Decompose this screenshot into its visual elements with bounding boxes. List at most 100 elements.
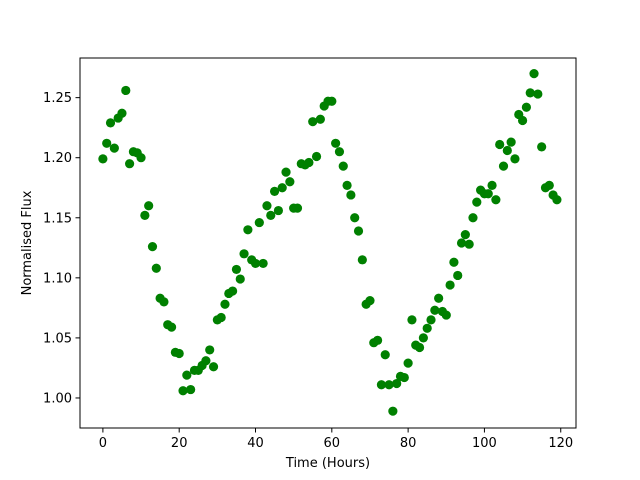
data-point <box>392 378 402 389</box>
x-axis-ticks: 0 20 40 60 80 100 120 <box>99 428 573 451</box>
data-point <box>277 183 287 193</box>
data-point <box>403 358 413 368</box>
data-point <box>506 137 516 147</box>
data-point <box>346 190 356 200</box>
data-point <box>254 217 264 228</box>
data-point <box>109 143 119 153</box>
data-point <box>308 117 318 127</box>
data-point <box>414 342 425 353</box>
data-point <box>262 201 272 211</box>
data-point <box>525 88 535 98</box>
data-point <box>182 370 192 380</box>
data-point <box>269 186 280 196</box>
y-tick-label: 1.25 <box>43 91 72 106</box>
data-point <box>384 380 394 390</box>
data-point <box>373 335 383 345</box>
data-point <box>239 249 249 259</box>
data-point <box>426 315 436 325</box>
data-point <box>178 386 188 396</box>
data-point <box>407 315 417 325</box>
data-point <box>121 85 131 96</box>
data-point <box>159 297 169 307</box>
data-point <box>418 333 428 343</box>
data-point <box>250 258 261 269</box>
data-point <box>102 138 112 148</box>
data-point <box>483 189 493 199</box>
data-point <box>552 195 562 205</box>
data-point <box>353 226 364 236</box>
data-point <box>460 229 470 240</box>
y-tick-label: 1.20 <box>43 151 72 166</box>
data-point <box>544 180 554 190</box>
data-point <box>140 210 150 220</box>
data-point <box>399 372 409 383</box>
data-point <box>327 96 337 106</box>
y-tick-label: 1.10 <box>43 271 72 286</box>
data-point <box>105 118 116 128</box>
data-point <box>537 142 547 152</box>
data-point <box>285 177 295 187</box>
data-point <box>273 205 283 216</box>
x-axis-label: Time (Hours) <box>285 456 370 471</box>
x-tick-label: 100 <box>472 436 497 451</box>
x-tick-label: 80 <box>400 436 417 451</box>
data-point <box>292 203 303 213</box>
data-point <box>205 345 215 355</box>
data-point <box>235 274 245 284</box>
data-point <box>495 139 505 150</box>
data-point <box>441 310 451 320</box>
data-point <box>208 362 219 372</box>
data-point <box>502 145 512 156</box>
y-tick-label: 1.00 <box>43 391 72 406</box>
data-point <box>365 296 375 306</box>
data-point <box>98 154 108 164</box>
data-point <box>456 238 467 248</box>
data-point <box>376 380 387 390</box>
data-point <box>491 195 501 205</box>
plot-frame <box>79 57 577 429</box>
data-point <box>231 264 242 275</box>
data-point <box>186 384 196 395</box>
data-point <box>266 210 276 220</box>
data-point <box>136 153 146 163</box>
data-point <box>338 161 348 171</box>
data-point <box>147 242 158 252</box>
data-point <box>201 356 211 366</box>
data-point <box>304 157 314 168</box>
y-axis-label: Normalised Flux <box>20 190 35 295</box>
data-point <box>388 406 398 416</box>
data-point <box>350 213 360 223</box>
data-point <box>216 312 226 323</box>
data-point <box>464 239 474 249</box>
data-point <box>357 255 367 265</box>
x-tick-label: 60 <box>324 436 341 451</box>
data-point <box>533 89 543 99</box>
data-point <box>144 201 154 211</box>
data-point <box>334 147 345 157</box>
data-points <box>98 69 562 416</box>
data-point <box>468 213 478 223</box>
y-tick-label: 1.05 <box>43 331 72 346</box>
data-point <box>342 180 352 190</box>
x-tick-label: 40 <box>247 436 264 451</box>
data-point <box>521 102 532 112</box>
data-point <box>166 322 177 332</box>
data-point <box>315 114 325 124</box>
data-point <box>311 151 322 162</box>
data-point <box>498 161 509 171</box>
y-axis-ticks: 1.00 1.05 1.10 1.15 1.20 1.25 <box>43 91 80 406</box>
data-point <box>258 258 268 269</box>
data-point <box>151 263 161 273</box>
data-point <box>510 154 520 164</box>
data-point <box>331 138 341 148</box>
data-point <box>220 299 230 309</box>
data-point <box>117 108 127 118</box>
data-point <box>281 167 291 177</box>
data-point <box>174 348 184 359</box>
data-point <box>422 323 432 333</box>
data-point <box>445 280 455 290</box>
data-point <box>472 197 482 207</box>
x-tick-label: 120 <box>548 436 573 451</box>
